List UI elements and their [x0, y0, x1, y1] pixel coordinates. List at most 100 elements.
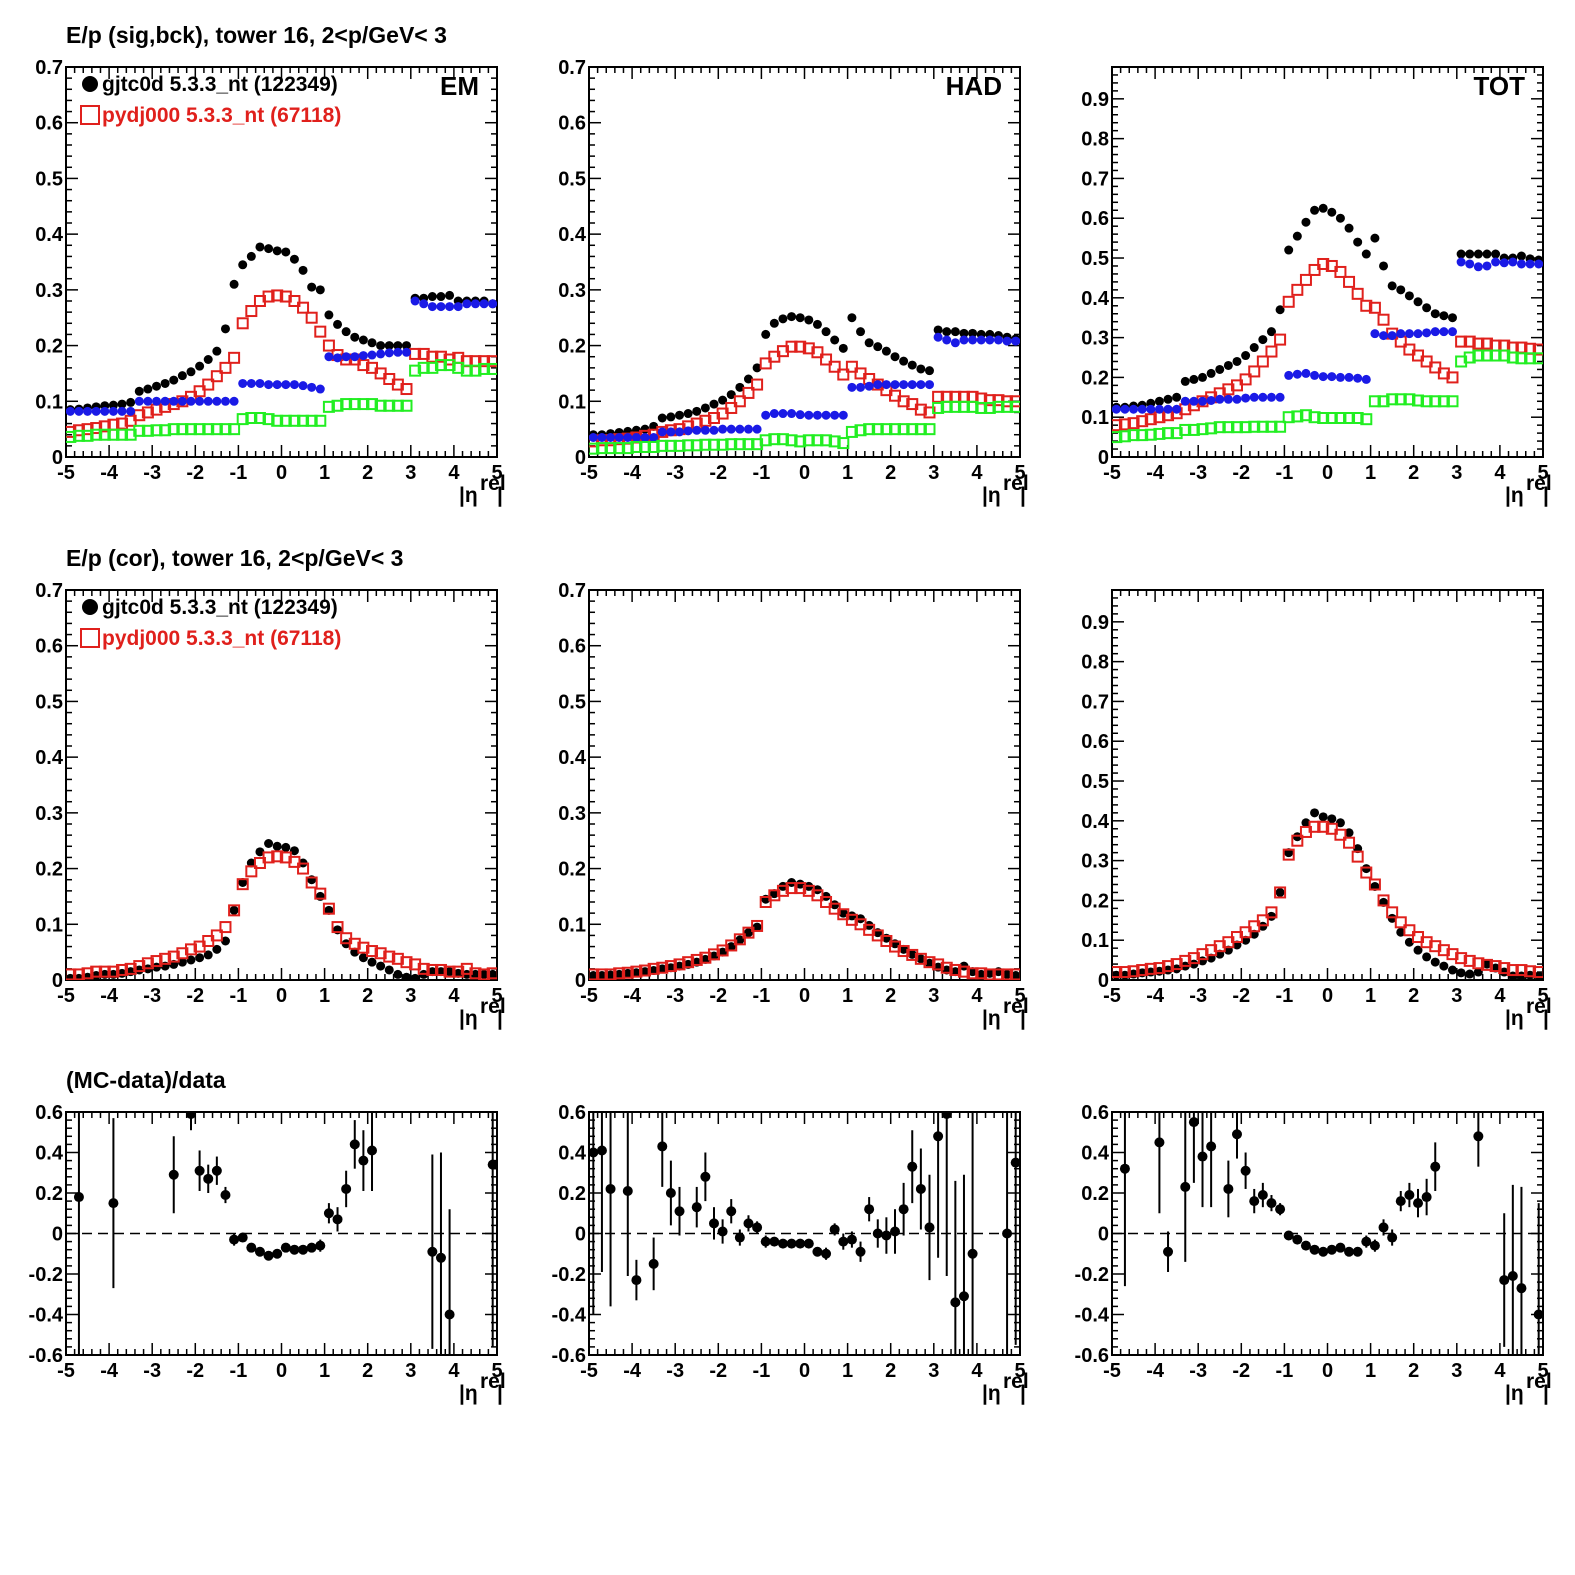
series-2-point [488, 299, 497, 309]
ratio-point [950, 1297, 961, 1308]
series-1-point [228, 904, 241, 917]
series-1-point [366, 945, 379, 958]
series-2-point [692, 425, 702, 435]
ratio-point [855, 1246, 866, 1257]
series-0-point [1327, 814, 1337, 824]
series-0-point [1344, 223, 1354, 233]
y-tick-label: 0 [52, 447, 63, 469]
series-1-point [297, 862, 310, 875]
series-2-point [1456, 257, 1466, 267]
series-3-point [1170, 427, 1183, 440]
x-axis-label-end: | [1543, 484, 1549, 507]
series-3-point [768, 433, 781, 446]
ratio-point [1010, 1157, 1020, 1168]
series-2-point [324, 352, 334, 362]
ratio-point [812, 1246, 823, 1257]
series-1-point [975, 967, 988, 980]
series-0-point [264, 839, 274, 848]
series-2-point [950, 338, 960, 348]
series-2-point [752, 424, 762, 434]
series-2-point [683, 426, 693, 436]
series-1-point [647, 962, 660, 975]
ratio-point [941, 1112, 952, 1120]
plot-area [589, 1112, 1020, 1355]
series-1-point [785, 340, 798, 353]
series-0-point [488, 969, 497, 979]
series-2-point [367, 350, 377, 360]
series-0-point [1154, 396, 1164, 406]
series-0-point [1430, 309, 1440, 319]
x-tick-label: -2 [709, 1360, 727, 1382]
x-tick-label: 3 [405, 985, 416, 1007]
x-axis-label: |η [459, 1382, 478, 1405]
series-0-point [1223, 360, 1233, 370]
series-0-point [1318, 203, 1328, 213]
ratio-point [1378, 1222, 1389, 1233]
x-tick-label: -3 [1189, 1360, 1207, 1382]
series-2-point [255, 378, 265, 388]
series-0-point [856, 327, 866, 337]
ratio-point [435, 1252, 446, 1263]
series-0-point [186, 955, 196, 965]
series-0-point [692, 406, 702, 416]
series-0-point [1473, 249, 1483, 259]
series-0-point [1163, 965, 1173, 975]
series-0-point [376, 341, 386, 351]
series-1-point [742, 926, 755, 939]
series-0-point [376, 961, 386, 971]
x-tick-label: 1 [1365, 985, 1376, 1007]
series-0-point [1499, 967, 1509, 977]
x-tick-label: 3 [1451, 985, 1462, 1007]
series-0-point [1404, 291, 1414, 301]
series-0-point [847, 911, 857, 921]
x-tick-label: -1 [1276, 1360, 1294, 1382]
series-3-point [914, 423, 927, 436]
series-3-point [613, 442, 626, 455]
y-tick-label: -0.2 [552, 1264, 586, 1286]
x-tick-label: -2 [709, 462, 727, 484]
series-0-point [401, 972, 411, 980]
x-tick-label: 0 [799, 462, 810, 484]
series-1-point [1532, 343, 1543, 356]
series-3-point [1455, 355, 1468, 368]
ratio-point [1223, 1183, 1234, 1194]
series-1-point [1256, 914, 1269, 927]
series-1-point [1291, 283, 1304, 296]
ratio-point [924, 1222, 935, 1233]
series-3-point [1325, 412, 1338, 424]
series-0-point [933, 325, 943, 335]
series-0-point [1335, 818, 1345, 828]
series-1-point [98, 965, 111, 978]
x-axis-label-end: | [1020, 1382, 1026, 1405]
series-2-point [1327, 372, 1337, 382]
legend-mc-marker [80, 628, 100, 648]
series-3-point [1386, 393, 1399, 406]
x-tick-label: 1 [842, 462, 853, 484]
series-1-point [1274, 886, 1287, 899]
x-tick-label: -5 [1103, 462, 1121, 484]
series-0-point [1318, 812, 1328, 822]
series-3-point [966, 400, 979, 413]
ratio-point [1533, 1309, 1543, 1320]
series-1-point [1351, 287, 1364, 300]
x-axis-label: |η [982, 1007, 1001, 1030]
series-0-point [838, 908, 848, 918]
series-3-point [957, 400, 970, 413]
series-3-point [690, 439, 703, 452]
series-1-point [1265, 906, 1278, 919]
series-1-point [733, 395, 746, 408]
ratio-point [487, 1159, 497, 1170]
series-2-point [700, 425, 710, 435]
y-tick-label: 0.2 [558, 859, 586, 881]
series-2-point [1275, 392, 1285, 402]
series-3-point [923, 423, 936, 436]
series-1-point [1368, 878, 1381, 891]
series-2-point [881, 380, 891, 390]
x-tick-label: 4 [971, 1360, 983, 1382]
series-1-point [1463, 335, 1476, 348]
series-2-point [1310, 370, 1320, 380]
series-3-point [417, 361, 430, 374]
series-0-point [812, 319, 822, 329]
x-tick-label: -4 [623, 462, 642, 484]
